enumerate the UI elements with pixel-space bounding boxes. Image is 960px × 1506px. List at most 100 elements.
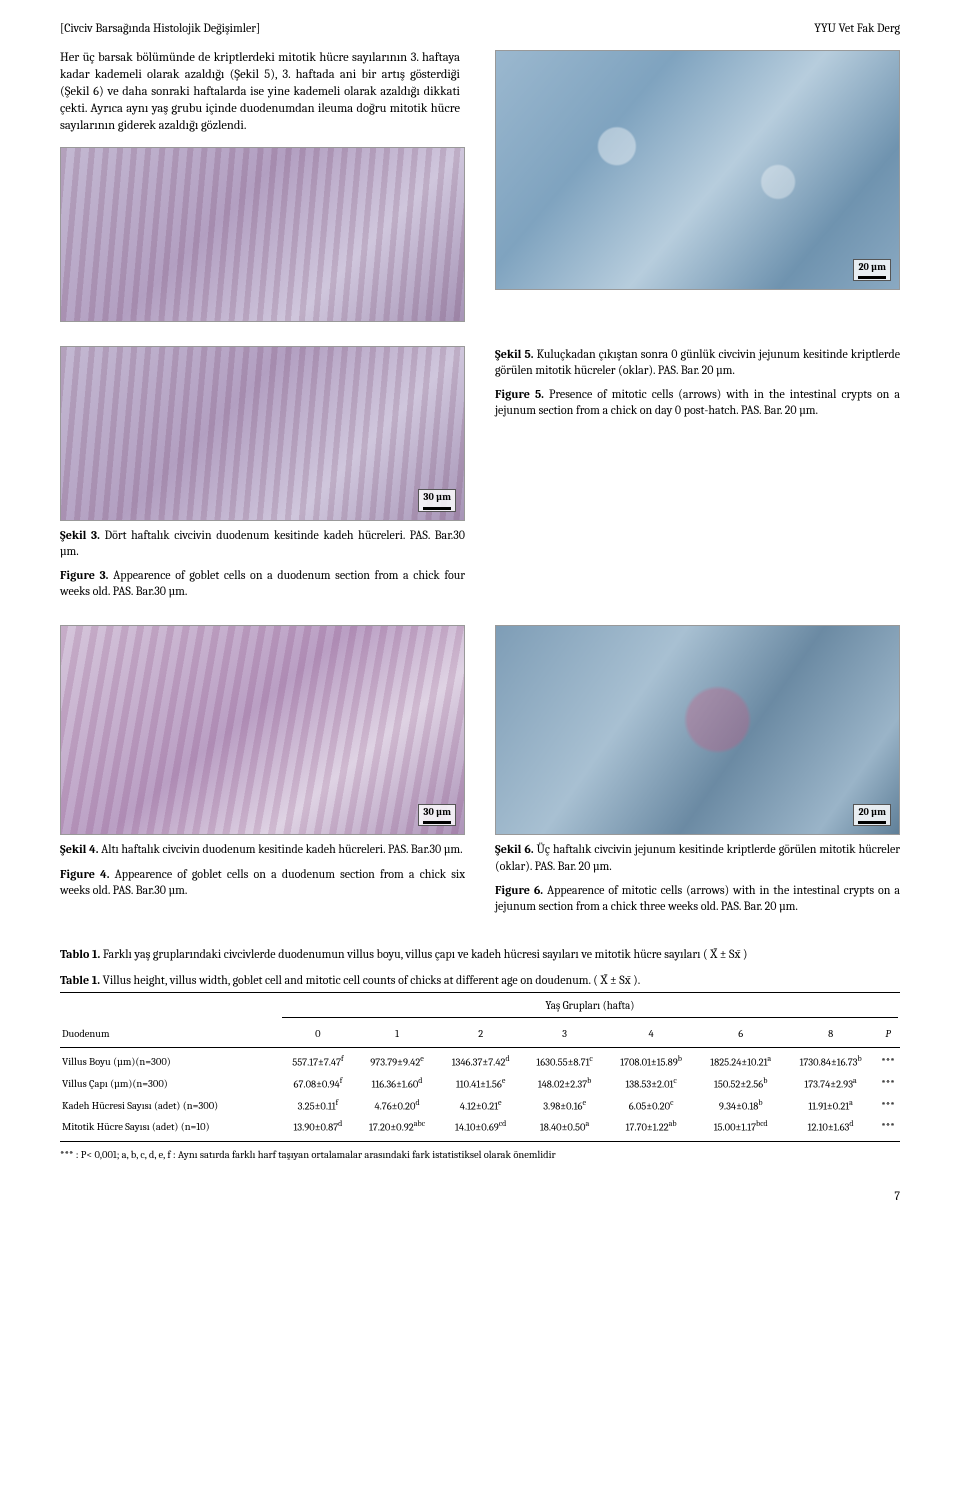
table-cell: 1630.55±8.71c — [523, 1051, 606, 1073]
figure-3-caption-en: Figure 3. Appearence of goblet cells on … — [60, 567, 465, 599]
table-cell: 1730.84±16.73b — [785, 1051, 876, 1073]
table-column-header: 6 — [696, 1024, 785, 1044]
scalebar-icon: 20 µm — [853, 259, 891, 282]
table-cell: 6.05±0.20c — [606, 1095, 696, 1117]
table-cell: 14.10±0.69cd — [438, 1116, 523, 1138]
table-label: Table 1. — [60, 973, 100, 987]
scalebar-icon: 30 µm — [418, 804, 456, 827]
figure-label: Şekil 3. — [60, 528, 100, 542]
scalebar-icon: 20 µm — [853, 804, 891, 827]
row-label: Villus Çapı (µm)(n=300) — [60, 1073, 280, 1095]
table-cell-p: *** — [876, 1095, 900, 1117]
table-row: Villus Çapı (µm)(n=300)67.08±0.94f116.36… — [60, 1073, 900, 1095]
figure-text: Dört haftalık civcivin duodenum kesitind… — [60, 528, 465, 558]
figure-6-image: 20 µm — [495, 625, 900, 835]
table-rule — [60, 1047, 900, 1048]
figure-4-image: 30 µm — [60, 625, 465, 835]
data-table: Duodenum Yaş Grupları (hafta) 0123468P V… — [60, 996, 900, 1138]
table-cell: 15.00±1.17bcd — [696, 1116, 785, 1138]
table-group-header: Yaş Grupları (hafta) — [280, 996, 900, 1024]
table-cell: 1825.24±10.21a — [696, 1051, 785, 1073]
table-cell: 3.98±0.16e — [523, 1095, 606, 1117]
table-title-tr: Tablo 1. Farklı yaş gruplarındaki civciv… — [60, 946, 900, 962]
figure-4-caption-tr: Şekil 4. Altı haftalık civcivin duodenum… — [60, 841, 465, 857]
figure-text: Presence of mitotic cells (arrows) with … — [495, 387, 900, 417]
figure-text: Appearence of mitotic cells (arrows) wit… — [495, 883, 900, 913]
figure-5-caption-tr: Şekil 5. Kuluçkadan çıkıştan sonra 0 gün… — [495, 346, 900, 378]
figure-text: Altı haftalık civcivin duodenum kesitind… — [101, 842, 462, 856]
page-number: 7 — [60, 1188, 900, 1204]
table-1: Tablo 1. Farklı yaş gruplarındaki civciv… — [60, 946, 900, 1162]
figure-5-caption-en: Figure 5. Presence of mitotic cells (arr… — [495, 386, 900, 418]
row-label: Mitotik Hücre Sayısı (adet) (n=10) — [60, 1116, 280, 1138]
table-cell: 11.91±0.21a — [785, 1095, 876, 1117]
figure-6-caption-en: Figure 6. Appearence of mitotic cells (a… — [495, 882, 900, 914]
table-cell: 4.76±0.20d — [356, 1095, 438, 1117]
table-cell: 13.90±0.87d — [280, 1116, 356, 1138]
table-rule — [60, 1141, 900, 1142]
table-title-en: Table 1. Villus height, villus width, go… — [60, 972, 900, 988]
table-column-header: 0 — [280, 1024, 356, 1044]
table-corner: Duodenum — [60, 996, 280, 1044]
figure-text: Kuluçkadan çıkıştan sonra 0 günlük civci… — [495, 347, 900, 377]
header-right: YYU Vet Fak Derg — [814, 20, 900, 36]
row-label: Villus Boyu (µm)(n=300) — [60, 1051, 280, 1073]
table-cell: 116.36±1.60d — [356, 1073, 438, 1095]
table-cell: 973.79±9.42e — [356, 1051, 438, 1073]
header-left: [Civciv Barsağında Histolojik Değişimler… — [60, 20, 260, 36]
figure-label: Şekil 6. — [495, 842, 534, 856]
table-cell: 3.25±0.11f — [280, 1095, 356, 1117]
table-title-text: Farklı yaş gruplarındaki civcivlerde duo… — [103, 947, 748, 961]
table-column-header: 4 — [606, 1024, 696, 1044]
figure-3-lower-image: 30 µm — [60, 346, 465, 521]
table-cell: 17.20±0.92abc — [356, 1116, 438, 1138]
table-column-header: 8 — [785, 1024, 876, 1044]
figure-5-image: 20 µm — [495, 50, 900, 290]
figure-6-caption-tr: Şekil 6. Üç haftalık civcivin jejunum ke… — [495, 841, 900, 873]
table-cell-p: *** — [876, 1116, 900, 1138]
table-cell: 150.52±2.56b — [696, 1073, 785, 1095]
figure-label: Şekil 5. — [495, 347, 534, 361]
figure-text: Üç haftalık civcivin jejunum kesitinde k… — [495, 842, 900, 872]
table-column-header: 2 — [438, 1024, 523, 1044]
table-cell: 173.74±2.93a — [785, 1073, 876, 1095]
table-cell: 148.02±2.37b — [523, 1073, 606, 1095]
table-label: Tablo 1. — [60, 947, 100, 961]
figure-3-upper-image — [60, 147, 465, 322]
figure-label: Figure 4. — [60, 867, 109, 881]
intro-paragraph: Her üç barsak bölümünde de kriptlerdeki … — [60, 50, 460, 134]
figure-text: Appearence of goblet cells on a duodenum… — [60, 568, 465, 598]
table-column-header: 1 — [356, 1024, 438, 1044]
table-cell: 12.10±1.63d — [785, 1116, 876, 1138]
figure-text: Appearence of goblet cells on a duodenum… — [60, 867, 465, 897]
figure-4-caption-en: Figure 4. Appearence of goblet cells on … — [60, 866, 465, 898]
scalebar-icon: 30 µm — [418, 489, 456, 512]
table-cell: 557.17±7.47f — [280, 1051, 356, 1073]
table-column-header: P — [876, 1024, 900, 1044]
table-cell: 1346.37±7.42d — [438, 1051, 523, 1073]
row-label: Kadeh Hücresi Sayısı (adet) (n=300) — [60, 1095, 280, 1117]
table-footnote: *** : P< 0,001; a, b, c, d, e, f : Aynı … — [60, 1148, 900, 1162]
table-cell: 138.53±2.01c — [606, 1073, 696, 1095]
table-row: Mitotik Hücre Sayısı (adet) (n=10)13.90±… — [60, 1116, 900, 1138]
table-title-text: Villus height, villus width, goblet cell… — [103, 973, 641, 987]
table-body: Villus Boyu (µm)(n=300)557.17±7.47f973.7… — [60, 1044, 900, 1138]
group-header-text: Yaş Grupları (hafta) — [545, 999, 634, 1012]
figure-label: Figure 3. — [60, 568, 108, 582]
running-header: [Civciv Barsağında Histolojik Değişimler… — [60, 20, 900, 36]
table-cell: 4.12±0.21e — [438, 1095, 523, 1117]
figure-label: Şekil 4. — [60, 842, 98, 856]
table-cell: 9.34±0.18b — [696, 1095, 785, 1117]
table-cell-p: *** — [876, 1051, 900, 1073]
figure-3-caption-tr: Şekil 3. Dört haftalık civcivin duodenum… — [60, 527, 465, 559]
figure-label: Figure 6. — [495, 883, 543, 897]
table-row: Villus Boyu (µm)(n=300)557.17±7.47f973.7… — [60, 1051, 900, 1073]
figure-label: Figure 5. — [495, 387, 544, 401]
table-rule — [282, 1017, 898, 1018]
table-row: Kadeh Hücresi Sayısı (adet) (n=300)3.25±… — [60, 1095, 900, 1117]
table-cell: 67.08±0.94f — [280, 1073, 356, 1095]
table-rule — [60, 992, 900, 993]
table-cell: 18.40±0.50a — [523, 1116, 606, 1138]
table-cell: 1708.01±15.89b — [606, 1051, 696, 1073]
table-column-header: 3 — [523, 1024, 606, 1044]
